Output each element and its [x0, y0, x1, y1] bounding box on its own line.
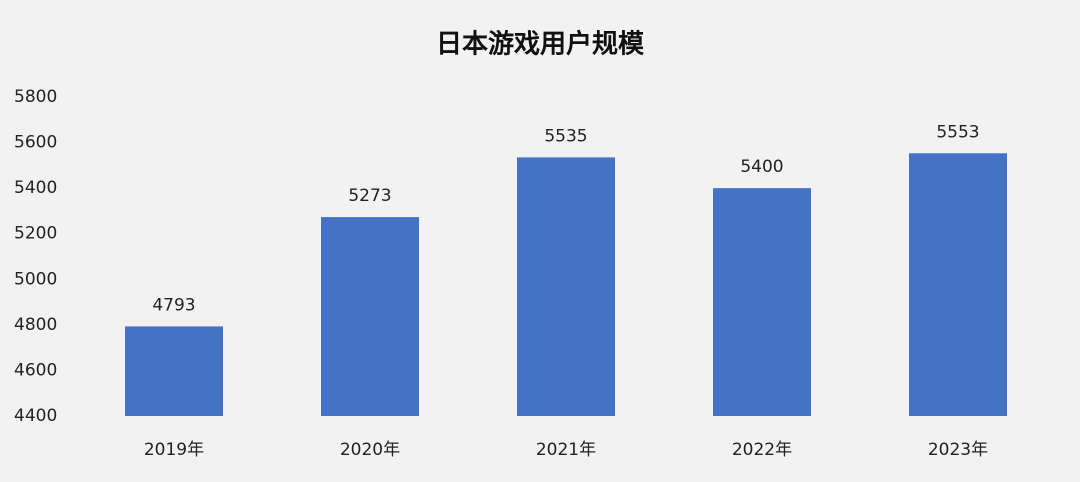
y-tick-label: 4800 [14, 315, 57, 335]
x-tick-label: 2022年 [732, 440, 792, 460]
y-tick-label: 4400 [14, 406, 57, 426]
y-tick-label: 5600 [14, 133, 57, 153]
bar [517, 157, 615, 416]
x-tick-label: 2023年 [928, 440, 988, 460]
chart-title: 日本游戏用户规模 [436, 29, 645, 60]
y-tick-label: 5000 [14, 269, 57, 289]
data-label: 5400 [740, 157, 783, 177]
data-label: 5535 [544, 126, 587, 146]
y-tick-label: 5400 [14, 178, 57, 198]
y-tick-label: 5800 [14, 87, 57, 107]
x-tick-label: 2019年 [144, 440, 204, 460]
x-tick-label: 2020年 [340, 440, 400, 460]
data-label: 5553 [936, 122, 979, 142]
x-tick-label: 2021年 [536, 440, 596, 460]
bar [909, 153, 1007, 417]
y-tick-label: 5200 [14, 224, 57, 244]
y-tick-label: 4600 [14, 360, 57, 380]
data-label: 4793 [152, 295, 195, 315]
data-label: 5273 [348, 186, 391, 206]
bar [713, 188, 811, 416]
bar [321, 217, 419, 416]
bar [125, 326, 223, 416]
